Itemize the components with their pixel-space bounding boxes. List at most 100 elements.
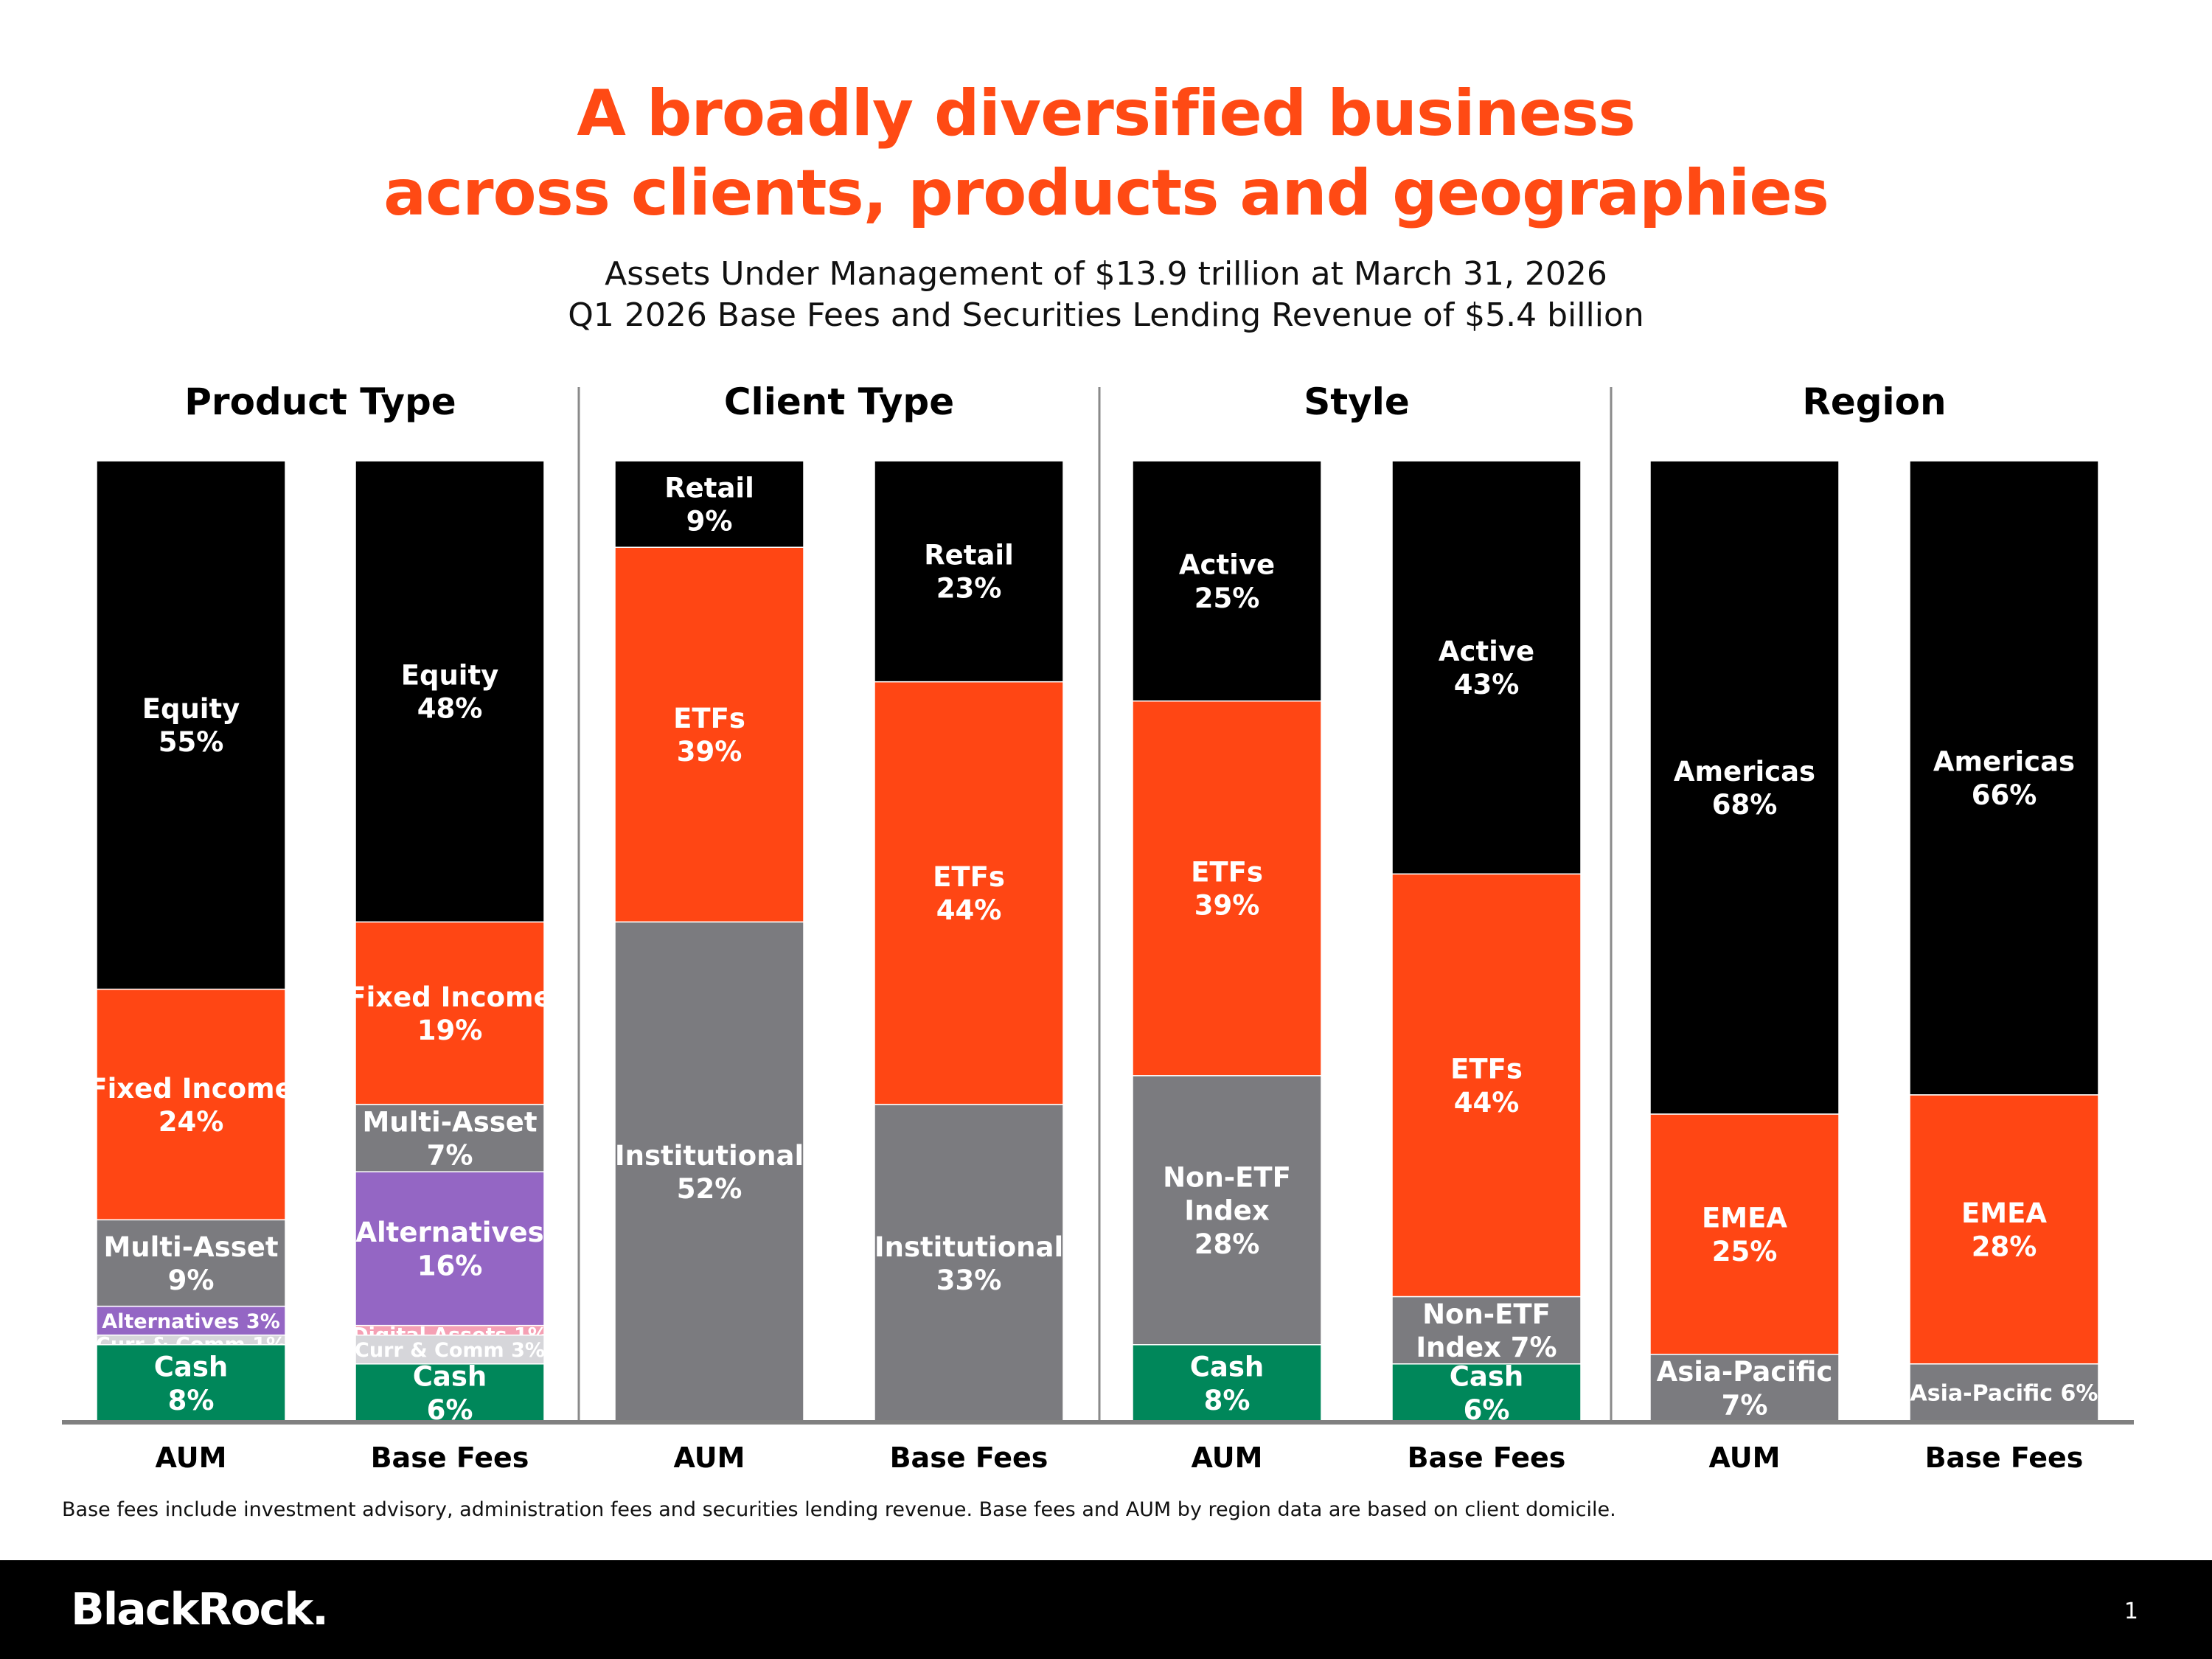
segment-label-style-aum-etfs: 39% bbox=[1194, 890, 1260, 922]
bar-segment-product-type-base-fees-fixed-income bbox=[355, 921, 545, 1105]
title-line-1: A broadly diversified business bbox=[577, 77, 1635, 150]
category-label-region-base-fees: Base Fees bbox=[1925, 1441, 2084, 1474]
segment-label-style-base-fees-active: Active bbox=[1439, 636, 1534, 667]
page-subtitle: Assets Under Management of $13.9 trillio… bbox=[0, 254, 2212, 336]
page-number: 1 bbox=[2124, 1599, 2138, 1624]
bar-segment-client-type-base-fees-retail bbox=[874, 460, 1064, 683]
bar-segment-product-type-base-fees-equity bbox=[355, 460, 545, 923]
category-label-client-type-base-fees: Base Fees bbox=[890, 1441, 1048, 1474]
segment-label-product-type-aum-fixed-income: Fixed Income bbox=[88, 1073, 293, 1105]
segment-label-product-type-aum-equity: Equity bbox=[142, 693, 240, 725]
blackrock-logo: BlackRock. bbox=[71, 1584, 329, 1635]
segment-label-product-type-aum-equity: 55% bbox=[159, 726, 224, 758]
segment-label-product-type-aum-alternatives: Alternatives 3% bbox=[102, 1310, 280, 1333]
bar-segment-product-type-aum-equity bbox=[96, 460, 286, 990]
segment-label-style-base-fees-active: 43% bbox=[1454, 669, 1520, 700]
bar-segment-product-type-base-fees-alternatives bbox=[355, 1171, 545, 1326]
segment-label-client-type-aum-retail: Retail bbox=[664, 472, 754, 504]
segment-label-product-type-aum-multi-asset: Multi-Asset bbox=[103, 1231, 278, 1263]
segment-label-product-type-aum-fixed-income: 24% bbox=[159, 1106, 224, 1138]
segment-label-style-aum-active: 25% bbox=[1194, 582, 1260, 614]
segment-label-region-aum-emea: 25% bbox=[1712, 1236, 1778, 1267]
category-label-product-type-base-fees: Base Fees bbox=[371, 1441, 529, 1474]
segment-label-style-base-fees-non-etf-index: Index 7% bbox=[1416, 1332, 1557, 1363]
bar-segment-product-type-base-fees-curr-comm bbox=[355, 1334, 545, 1365]
bar-segment-region-base-fees-emea bbox=[1909, 1094, 2099, 1365]
group-title-product-type: Product Type bbox=[184, 380, 456, 423]
bar-segment-client-type-aum-etfs bbox=[614, 546, 804, 923]
group-title-style: Style bbox=[1304, 380, 1410, 423]
category-label-product-type-aum: AUM bbox=[156, 1441, 227, 1474]
segment-label-product-type-base-fees-fixed-income: Fixed Income bbox=[347, 981, 552, 1013]
segment-label-region-aum-emea: EMEA bbox=[1702, 1203, 1787, 1234]
segment-label-region-aum-asia-pacific: Asia-Pacific bbox=[1657, 1356, 1833, 1388]
segment-label-region-aum-americas: 68% bbox=[1712, 789, 1778, 821]
segment-label-region-base-fees-americas: Americas bbox=[1933, 746, 2075, 778]
bar-segment-style-base-fees-etfs bbox=[1391, 873, 1582, 1298]
segment-label-style-aum-non-etf-index: 28% bbox=[1194, 1228, 1260, 1260]
segment-label-client-type-base-fees-retail: Retail bbox=[924, 540, 1014, 571]
segment-label-style-aum-cash: Cash bbox=[1190, 1352, 1265, 1383]
segment-label-product-type-base-fees-cash: Cash bbox=[413, 1361, 487, 1393]
title-line-2: across clients, products and geographies bbox=[383, 156, 1829, 230]
segment-label-product-type-base-fees-fixed-income: 19% bbox=[417, 1015, 483, 1046]
category-label-style-base-fees: Base Fees bbox=[1408, 1441, 1566, 1474]
segment-label-product-type-base-fees-alternatives: Alternatives bbox=[355, 1217, 543, 1248]
bar-segment-region-base-fees-americas bbox=[1909, 460, 2099, 1096]
segment-label-region-aum-americas: Americas bbox=[1674, 756, 1815, 787]
bar-segment-style-aum-active bbox=[1132, 460, 1322, 702]
segment-label-product-type-aum-cash: 8% bbox=[168, 1385, 215, 1416]
segment-label-product-type-base-fees-alternatives: 16% bbox=[417, 1250, 483, 1281]
bar-segment-style-aum-cash bbox=[1132, 1344, 1322, 1422]
segment-label-client-type-base-fees-etfs: ETFs bbox=[933, 861, 1005, 893]
segment-label-region-base-fees-emea: EMEA bbox=[1961, 1197, 2047, 1229]
bar-segment-region-base-fees-asia-pacific bbox=[1909, 1363, 2099, 1422]
bar-segment-client-type-base-fees-etfs bbox=[874, 681, 1064, 1105]
category-label-style-aum: AUM bbox=[1192, 1441, 1263, 1474]
segment-label-product-type-base-fees-multi-asset: Multi-Asset bbox=[362, 1106, 537, 1138]
page-title: A broadly diversified business across cl… bbox=[0, 74, 2212, 233]
segment-label-style-base-fees-etfs: ETFs bbox=[1450, 1054, 1523, 1085]
segment-label-region-base-fees-asia-pacific: Asia-Pacific 6% bbox=[1910, 1381, 2098, 1407]
category-label-region-aum: AUM bbox=[1709, 1441, 1781, 1474]
segment-label-product-type-base-fees-equity: 48% bbox=[417, 693, 483, 725]
segment-label-client-type-base-fees-retail: 23% bbox=[936, 573, 1002, 605]
segment-label-client-type-base-fees-etfs: 44% bbox=[936, 894, 1002, 926]
bar-segment-client-type-aum-institutional bbox=[614, 921, 804, 1422]
footer-bar bbox=[0, 1560, 2212, 1659]
segment-label-product-type-base-fees-equity: Equity bbox=[401, 659, 499, 691]
bar-segment-region-aum-emea bbox=[1649, 1113, 1840, 1355]
group-title-region: Region bbox=[1802, 380, 1946, 423]
segment-label-client-type-base-fees-institutional: Institutional bbox=[874, 1231, 1063, 1263]
bar-segment-product-type-aum-fixed-income bbox=[96, 988, 286, 1221]
group-title-client-type: Client Type bbox=[724, 380, 954, 423]
segment-label-client-type-aum-etfs: 39% bbox=[677, 736, 742, 768]
footnote: Base fees include investment advisory, a… bbox=[62, 1498, 1616, 1521]
bar-segment-product-type-aum-alternatives bbox=[96, 1305, 286, 1336]
bar-segment-style-base-fees-active bbox=[1391, 460, 1582, 875]
segment-label-style-base-fees-cash: Cash bbox=[1450, 1361, 1524, 1393]
segment-label-product-type-aum-multi-asset: 9% bbox=[168, 1265, 215, 1296]
segment-label-region-aum-asia-pacific: 7% bbox=[1722, 1389, 1768, 1421]
bar-segment-product-type-base-fees-cash bbox=[355, 1363, 545, 1422]
segment-label-client-type-aum-retail: 9% bbox=[686, 506, 733, 538]
segment-label-style-aum-active: Active bbox=[1179, 549, 1275, 581]
segment-label-client-type-base-fees-institutional: 33% bbox=[936, 1265, 1002, 1296]
bar-segment-product-type-aum-multi-asset bbox=[96, 1219, 286, 1307]
bar-segment-style-aum-etfs bbox=[1132, 700, 1322, 1077]
segment-label-client-type-aum-institutional: Institutional bbox=[615, 1140, 804, 1172]
segment-label-product-type-aum-cash: Cash bbox=[154, 1352, 229, 1383]
segment-label-style-aum-cash: 8% bbox=[1204, 1385, 1251, 1416]
subtitle-line-1: Assets Under Management of $13.9 trillio… bbox=[605, 255, 1607, 293]
segment-label-style-aum-etfs: ETFs bbox=[1191, 857, 1263, 888]
bar-segment-region-aum-americas bbox=[1649, 460, 1840, 1115]
segment-label-product-type-base-fees-curr-comm: Curr & Comm 3% bbox=[355, 1339, 545, 1362]
segment-label-client-type-aum-etfs: ETFs bbox=[673, 703, 745, 734]
segment-label-style-base-fees-etfs: 44% bbox=[1454, 1087, 1520, 1119]
segment-label-product-type-base-fees-multi-asset: 7% bbox=[427, 1140, 473, 1172]
subtitle-line-2: Q1 2026 Base Fees and Securities Lending… bbox=[568, 296, 1644, 334]
category-label-client-type-aum: AUM bbox=[674, 1441, 745, 1474]
bar-segment-style-base-fees-non-etf-index bbox=[1391, 1295, 1582, 1365]
bar-segment-product-type-aum-cash bbox=[96, 1344, 286, 1422]
